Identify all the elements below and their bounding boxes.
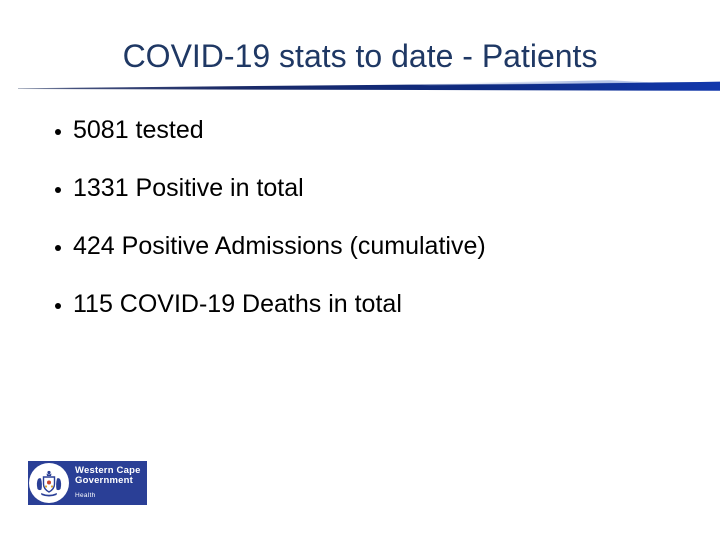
logo-org-name: Western Cape Government bbox=[75, 466, 141, 486]
bullet-text-tested: 5081 tested bbox=[73, 116, 204, 144]
bullet-text-deaths: 115 COVID-19 Deaths in total bbox=[73, 290, 402, 318]
logo-org-line1: Western Cape bbox=[75, 465, 141, 476]
western-cape-government-logo: Western Cape Government Health bbox=[28, 461, 147, 505]
bullet-marker-icon bbox=[55, 302, 61, 309]
bullet-marker-icon bbox=[55, 186, 61, 193]
coat-of-arms-icon bbox=[29, 463, 69, 503]
bullet-marker-icon bbox=[55, 128, 61, 135]
logo-org-line2: Government bbox=[75, 475, 133, 486]
bullet-text-positive-admissions: 424 Positive Admissions (cumulative) bbox=[73, 232, 486, 260]
bullet-text-positive-total: 1331 Positive in total bbox=[73, 174, 304, 202]
bullet-item: 115 COVID-19 Deaths in total bbox=[55, 292, 486, 317]
slide-title: COVID-19 stats to date - Patients bbox=[122, 38, 598, 74]
bullet-marker-icon bbox=[55, 244, 61, 251]
bullet-list: 5081 tested 1331 Positive in total 424 P… bbox=[55, 118, 486, 350]
logo-department: Health bbox=[75, 492, 96, 499]
bullet-item: 424 Positive Admissions (cumulative) bbox=[55, 234, 486, 259]
divider-highlight-wedge bbox=[400, 80, 655, 86]
bullet-item: 1331 Positive in total bbox=[55, 176, 486, 201]
title-divider-line bbox=[18, 80, 720, 91]
bullet-item: 5081 tested bbox=[55, 118, 486, 143]
